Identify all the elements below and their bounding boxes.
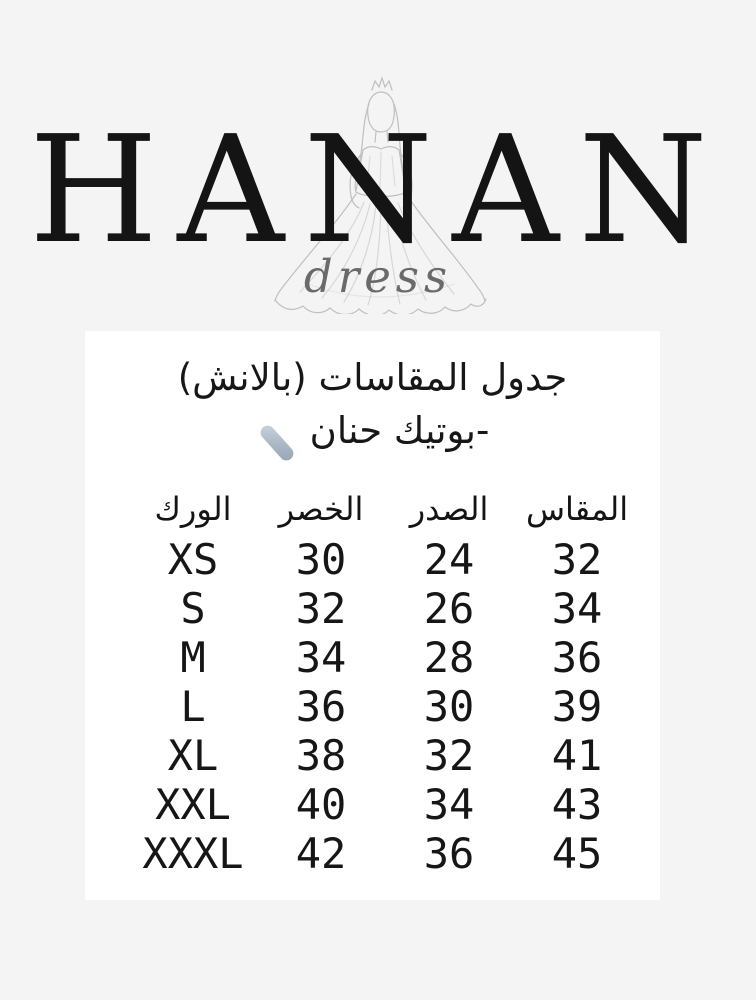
size-table: الورك الخصر الصدر المقاس XS 30 24 32 S 3…: [129, 483, 660, 878]
col-header-bust: الصدر: [409, 490, 489, 528]
bust-cell: 32: [295, 584, 347, 633]
size-cell: M: [180, 633, 206, 682]
hip-cell: 32: [551, 535, 603, 584]
waist-cell: 34: [423, 780, 475, 829]
size-cell: XS: [167, 535, 219, 584]
size-cell: XL: [167, 731, 219, 780]
pencil-icon: [257, 422, 296, 464]
brand-tagline: dress: [303, 250, 453, 303]
col-header-hip: الورك: [154, 490, 232, 528]
bust-cell: 34: [295, 633, 347, 682]
card-title-line2: -بوتيك حنان: [85, 404, 660, 464]
waist-cell: 26: [423, 584, 475, 633]
bust-cell: 38: [295, 731, 347, 780]
brand-logo: HANAN dress: [0, 0, 756, 331]
hip-cell: 39: [551, 682, 603, 731]
card-title-line2-text: -بوتيك حنان: [309, 409, 490, 452]
card-title: جدول المقاسات (بالانش) -بوتيك حنان: [85, 351, 660, 464]
col-header-waist: الخصر: [278, 490, 364, 528]
waist-cell: 36: [423, 829, 475, 878]
col-header-size: المقاس: [525, 490, 629, 528]
hip-cell: 45: [551, 829, 603, 878]
waist-cell: 32: [423, 731, 475, 780]
waist-cell: 28: [423, 633, 475, 682]
size-cell: XXL: [155, 780, 231, 829]
size-chart-card: جدول المقاسات (بالانش) -بوتيك حنان الورك…: [85, 331, 660, 900]
brand-name: HANAN: [28, 104, 728, 276]
hip-cell: 43: [551, 780, 603, 829]
hip-cell: 36: [551, 633, 603, 682]
hip-cell: 34: [551, 584, 603, 633]
hip-cell: 41: [551, 731, 603, 780]
size-cell: XXXL: [142, 829, 244, 878]
bust-cell: 42: [295, 829, 347, 878]
bust-cell: 30: [295, 535, 347, 584]
card-title-line1: جدول المقاسات (بالانش): [177, 356, 568, 399]
ballgown-sketch-illustration: [274, 76, 487, 314]
bust-cell: 36: [295, 682, 347, 731]
size-cell: S: [180, 584, 206, 633]
size-cell: L: [180, 682, 206, 731]
waist-cell: 30: [423, 682, 475, 731]
waist-cell: 24: [423, 535, 475, 584]
bust-cell: 40: [295, 780, 347, 829]
